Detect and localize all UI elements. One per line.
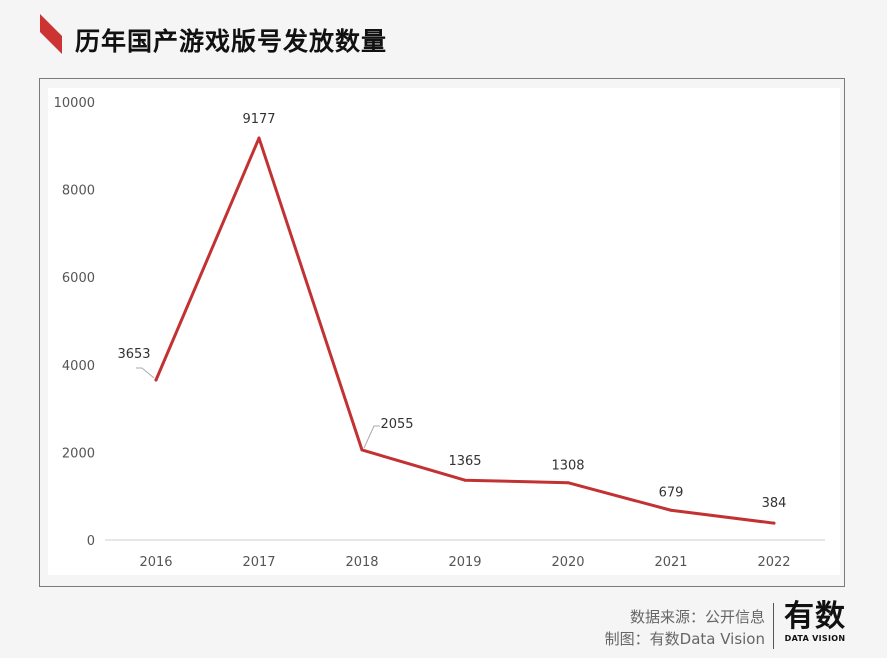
x-tick-label: 2019 <box>448 555 481 570</box>
brand-logo-main: 有数 <box>784 599 846 634</box>
data-label: 384 <box>762 496 787 511</box>
x-tick-label: 2022 <box>757 555 790 570</box>
data-label: 1365 <box>448 454 481 469</box>
data-label: 1308 <box>551 459 584 474</box>
data-point <box>360 448 364 452</box>
data-point <box>669 508 673 512</box>
y-tick-label: 0 <box>87 534 95 549</box>
data-label: 3653 <box>117 347 150 362</box>
y-tick-label: 8000 <box>62 184 95 199</box>
source-note: 数据来源：公开信息 <box>629 608 765 626</box>
title-marker-icon <box>40 14 62 54</box>
brand-divider <box>773 603 774 649</box>
data-point <box>463 478 467 482</box>
credit-note: 制图：有数Data Vision <box>604 630 765 648</box>
footer: 数据来源：公开信息 制图：有数Data Vision <box>605 606 765 650</box>
data-label: 679 <box>659 485 684 500</box>
x-tick-label: 2016 <box>139 555 172 570</box>
data-point <box>772 521 776 525</box>
y-tick-label: 6000 <box>62 271 95 286</box>
x-tick-label: 2021 <box>654 555 687 570</box>
data-label: 9177 <box>242 112 275 127</box>
y-tick-label: 4000 <box>62 359 95 374</box>
brand-logo-sub: DATA VISION <box>784 634 846 643</box>
page-title: 历年国产游戏版号发放数量 <box>75 27 388 56</box>
x-tick-label: 2020 <box>551 555 584 570</box>
x-tick-label: 2018 <box>345 555 378 570</box>
y-tick-label: 2000 <box>62 446 95 461</box>
x-tick-label: 2017 <box>242 555 275 570</box>
data-point <box>154 378 158 382</box>
data-label: 2055 <box>380 417 413 432</box>
data-label-leader <box>363 425 380 449</box>
plot-area <box>48 88 840 575</box>
data-label-leader <box>136 367 155 379</box>
data-point <box>566 481 570 485</box>
y-tick-label: 10000 <box>54 96 95 111</box>
brand-logo: 有数 DATA VISION <box>782 600 848 644</box>
data-point <box>257 136 261 140</box>
